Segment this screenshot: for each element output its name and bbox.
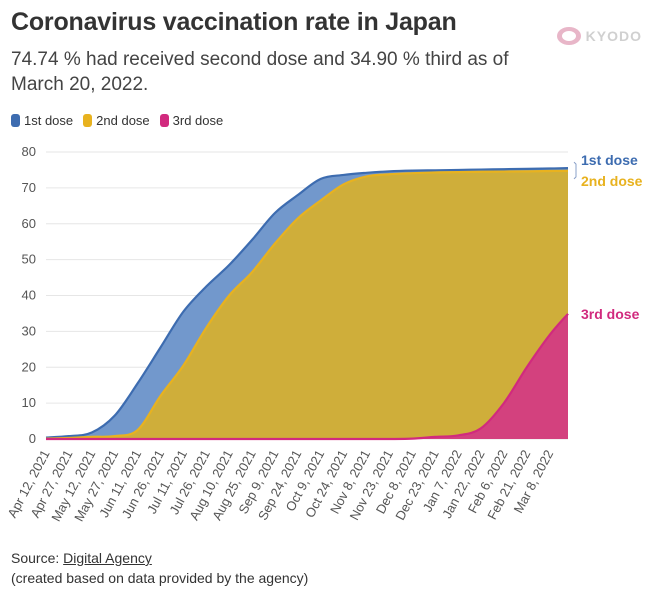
area-3rd-dose: [46, 313, 568, 440]
end-label-2nd-dose: 2nd dose: [581, 173, 643, 189]
legend-swatch-2nd-dose: [83, 114, 93, 127]
source-link[interactable]: Digital Agency: [63, 550, 152, 566]
legend-label-1st-dose: 1st dose: [24, 113, 74, 128]
legend-item-2nd-dose[interactable]: 2nd dose: [83, 113, 150, 128]
end-label-leader: [573, 161, 577, 180]
line-3rd-dose: [46, 313, 569, 441]
y-tick-label: 10: [22, 395, 36, 410]
vaccination-area-chart: 0 10 20 30 40 50 60 70 80 1st dose 2nd dose 3rd dos…: [4, 144, 643, 524]
legend-label-3rd-dose: 3rd dose: [172, 113, 224, 128]
legend-swatch-3rd-dose: [159, 114, 169, 127]
line-2nd-dose: [45, 169, 569, 440]
y-tick-label: 20: [22, 359, 36, 374]
area-2nd-dose: [46, 170, 568, 439]
legend-item-1st-dose[interactable]: 1st dose: [11, 113, 73, 128]
y-tick-label: 40: [22, 288, 36, 303]
chart-legend: 1st dose 2nd dose 3rd dose: [11, 113, 223, 128]
end-label-3rd-dose: 3rd dose: [581, 306, 640, 322]
end-label-1st-dose: 1st dose: [581, 152, 638, 168]
source-note: Source: Digital Agency (created based on…: [11, 548, 308, 588]
kyodo-logo-text: KYODO: [585, 28, 642, 44]
source-prefix: Source:: [11, 550, 64, 566]
chart-subtitle: 74.74 % had received second dose and 34.…: [11, 49, 509, 95]
y-tick-label: 30: [22, 323, 36, 338]
y-tick-label: 60: [22, 216, 36, 231]
kyodo-logo-icon: [556, 27, 581, 45]
legend-item-3rd-dose[interactable]: 3rd dose: [159, 113, 224, 128]
y-tick-label: 70: [22, 180, 36, 195]
source-description: (created based on data provided by the a…: [11, 570, 309, 586]
y-tick-label: 50: [22, 252, 36, 267]
kyodo-logo: KYODO: [556, 26, 642, 46]
legend-label-2nd-dose: 2nd dose: [96, 113, 150, 128]
y-tick-label: 80: [22, 144, 36, 159]
chart-title: Coronavirus vaccination rate in Japan: [11, 8, 457, 36]
y-tick-label: 0: [29, 431, 36, 446]
line-1st-dose: [45, 167, 569, 439]
legend-swatch-1st-dose: [11, 114, 20, 127]
